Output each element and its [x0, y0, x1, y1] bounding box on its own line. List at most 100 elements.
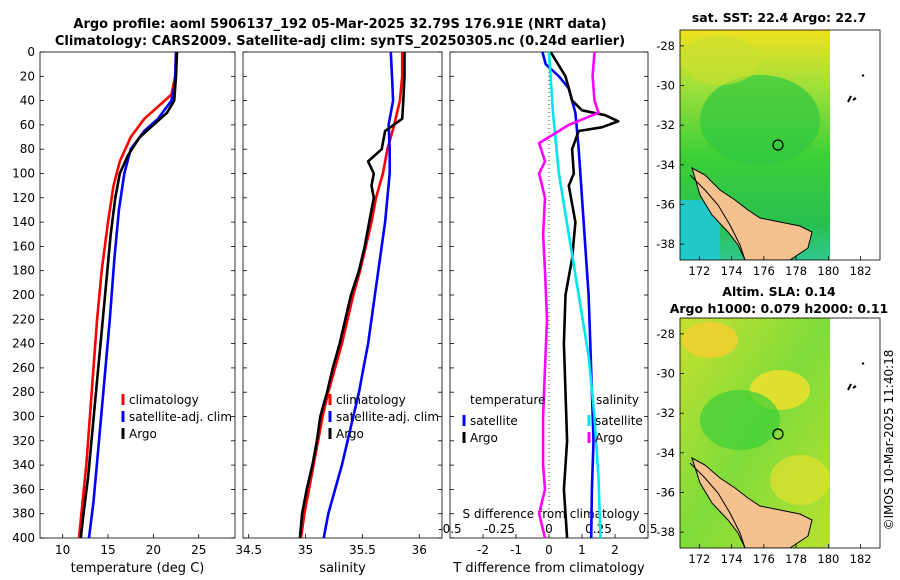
sst-land-nz [691, 166, 813, 260]
y-tick-label: 300 [12, 410, 35, 424]
s-diff-tick-label: 0.5 [638, 522, 657, 536]
salinity-panel: 34.5 35 35.5 36 salinity climatology satellite… [235, 51, 443, 576]
sla-map [679, 317, 881, 549]
sla-yellow-patch-3 [770, 455, 830, 505]
y-tick-label: 340 [12, 458, 35, 472]
series-temperature-argo [549, 51, 620, 539]
map-x-tick-label: 178 [785, 264, 807, 278]
sla-nodata [830, 318, 880, 548]
map-y-tick-label: -36 [656, 485, 675, 499]
series-satellite-adj-clim [87, 51, 178, 539]
map-x-tick-label: 172 [688, 552, 710, 566]
map-y-tick-label: -38 [656, 237, 675, 251]
y-tick-label: 240 [12, 337, 35, 351]
legend-label: climatology [129, 393, 199, 407]
map-y-tick-label: -32 [656, 118, 675, 132]
x-tick-label: 10 [55, 543, 70, 557]
y-tick-label: 60 [20, 118, 35, 132]
y-tick-label: 80 [20, 142, 35, 156]
legend-label: Argo [336, 427, 364, 441]
sla-yellow-patch-1 [682, 322, 738, 358]
panel-1-xlabel: salinity [319, 561, 366, 576]
sla-map-title-line-1: Altim. SLA: 0.14 [722, 284, 836, 299]
y-tick-label: 100 [12, 167, 35, 181]
y-tick-label: 200 [12, 288, 35, 302]
sst-nodata [830, 30, 880, 260]
y-tick-label: 260 [12, 361, 35, 375]
x-tick-label: 35.5 [349, 543, 376, 557]
y-tick-label: 20 [20, 69, 35, 83]
x-tick-label: 35 [298, 543, 313, 557]
map-y-tick-label: -38 [656, 525, 675, 539]
y-tick-label: 220 [12, 312, 35, 326]
y-tick-label: 280 [12, 385, 35, 399]
panel-2-xlabel: T difference from climatology [452, 561, 645, 576]
map-x-tick-label: 174 [721, 552, 743, 566]
y-tick-label: 400 [12, 531, 35, 545]
x-tick-label: 2 [611, 543, 619, 557]
legend-label: Argo [470, 431, 498, 445]
map-y-tick-label: -34 [656, 158, 675, 172]
s-diff-tick-label: -0.25 [484, 522, 515, 536]
sla-islands [847, 362, 865, 391]
x-tick-label: 20 [146, 543, 161, 557]
sla-land-nz [691, 456, 813, 548]
sst-map [679, 29, 881, 261]
x-tick-label: 25 [191, 543, 206, 557]
x-tick-label: 15 [100, 543, 115, 557]
y-tick-label: 160 [12, 239, 35, 253]
sla-green-patch [700, 390, 780, 450]
map-x-tick-label: 174 [721, 264, 743, 278]
map-y-tick-label: -30 [656, 367, 675, 381]
y-tick-label: 140 [12, 215, 35, 229]
sst-islands [847, 74, 865, 103]
y-tick-label: 120 [12, 191, 35, 205]
legend-label: satellite [595, 414, 643, 428]
sla-argo-marker [772, 428, 784, 440]
legend-salinity-title: salinity [596, 393, 639, 407]
sla-map-title-line-2: Argo h1000: 0.079 h2000: 0.11 [670, 301, 889, 316]
title-line-1: Argo profile: aoml 5906137_192 05-Mar-20… [73, 17, 606, 32]
map-x-tick-label: 182 [850, 552, 872, 566]
map-y-tick-label: -36 [656, 197, 675, 211]
sst-warm-patch [680, 35, 760, 85]
panel-0-xlabel: temperature (deg C) [71, 561, 205, 576]
sst-cool-patch [700, 75, 820, 165]
panel-0-frame [39, 51, 236, 539]
y-tick-label: 360 [12, 482, 35, 496]
series-climatology [77, 51, 178, 539]
map-x-tick-label: 180 [817, 264, 839, 278]
series-temperature-satellite [541, 51, 595, 539]
legend-temperature-title: temperature [470, 393, 545, 407]
legend-label: climatology [336, 393, 406, 407]
sst-map-frame [679, 29, 881, 261]
y-tick-label: 380 [12, 507, 35, 521]
s-diff-tick-label: 0.25 [585, 522, 612, 536]
sst-map-title: sat. SST: 22.4 Argo: 22.7 [692, 10, 866, 25]
map-x-tick-label: 176 [753, 264, 775, 278]
imos-credit: ©IMOS 10-Mar-2025 11:40:18 [882, 350, 896, 531]
legend-label: satellite-adj. clim [336, 410, 439, 424]
temperature-panel: 0 20 40 60 80 100 120 140 160 180 200 220 240 260 280 3… [12, 45, 236, 576]
map-x-tick-label: 178 [785, 552, 807, 566]
y-tick-label: 40 [20, 94, 35, 108]
sla-coastline [689, 462, 746, 548]
sst-argo-marker [772, 139, 784, 151]
map-x-tick-label: 172 [688, 264, 710, 278]
sst-coastline [689, 174, 746, 260]
map-y-tick-label: -28 [656, 327, 675, 341]
series-salinity-argo [537, 51, 600, 539]
legend-label: Argo [129, 427, 157, 441]
series-satellite-adj-clim [322, 51, 395, 539]
x-tick-label: -1 [510, 543, 522, 557]
x-tick-label: 1 [578, 543, 586, 557]
map-y-tick-label: -32 [656, 406, 675, 420]
s-diff-tick-label: 0 [545, 522, 553, 536]
s-difference-title: S difference from climatology [463, 507, 640, 521]
s-diff-tick-label: -0.5 [438, 522, 461, 536]
title-line-2: Climatology: CARS2009. Satellite-adj cli… [55, 34, 625, 49]
map-y-tick-label: -28 [656, 39, 675, 53]
y-tick-label: 320 [12, 434, 35, 448]
map-axes: 172 174 176 178 180 182 -28 -30 -32 -34 -36 -38 172 1… [656, 39, 871, 566]
